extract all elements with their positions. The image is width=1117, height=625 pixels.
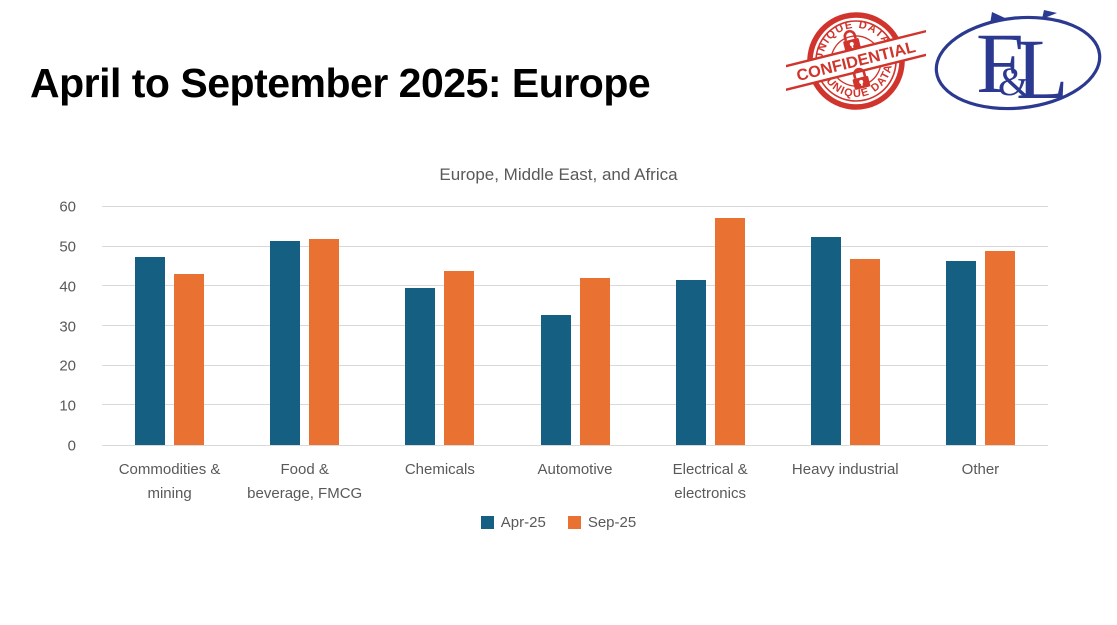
y-tick-label: 0 [67,437,76,455]
legend-swatch [567,516,581,529]
legend-swatch [480,516,494,529]
bar-Sep-25-1 [174,274,205,445]
legend-item-Apr-25: Apr-25 [480,514,546,531]
y-tick-label: 50 [59,238,76,256]
bar-Apr-25-1 [135,256,166,445]
gridline [102,285,1048,287]
gridline [102,404,1048,406]
y-tick-label: 10 [59,397,76,415]
logo-ellipse-swoosh [934,10,1102,111]
logo-arrowhead-right [1042,10,1057,19]
confidential-stamp: UNIQUE DATA UNIQUE DATA CONFIDENTIAL [786,10,926,110]
legend-label: Apr-25 [500,514,546,531]
bar-chart: Europe, Middle East, and Africa 0 10 20 30 4… [0,160,1117,580]
chart-title: Europe, Middle East, and Africa [439,165,678,184]
x-category-label: Chemicals [404,461,475,478]
y-tick-label: 30 [59,318,76,335]
company-logo: F & L [934,10,1102,116]
padlock-icon-bottom [852,67,871,90]
bar-Apr-25-3 [405,288,436,445]
logo-arrowhead-left [990,12,1005,24]
bar-Apr-25-2 [270,241,301,445]
x-axis: Commodities & mining Food & beverage, FMC… [102,458,1048,510]
logo-letter-l: L [1016,21,1069,116]
page-title: April to September 2025: Europe [30,60,651,106]
logo-ampersand: & [998,59,1029,104]
plot-area [102,206,1048,446]
bar-Apr-25-5 [675,279,706,445]
bar-Sep-25-5 [714,217,745,445]
x-category-label: Commodities & mining [118,461,221,502]
x-category-label: Automotive [537,461,613,478]
bar-Apr-25-6 [810,236,841,445]
gridline [102,245,1048,247]
x-category-label: Other [961,461,1000,478]
legend-item-Sep-25: Sep-25 [567,514,637,531]
bar-Sep-25-3 [444,271,475,445]
bar-Apr-25-4 [540,315,571,445]
bar-Sep-25-6 [849,258,880,445]
y-tick-label: 40 [59,278,76,296]
gridline [102,206,1048,207]
bar-Sep-25-7 [984,250,1015,445]
x-category-label: Food & beverage, FMCG [247,461,363,502]
y-tick-label: 60 [59,198,76,216]
bar-Sep-25-4 [579,277,610,445]
legend: Apr-25 Sep-25 [0,514,1117,531]
gridline [102,364,1048,366]
logo-letter-f: F [976,15,1024,111]
bar-Sep-25-2 [309,239,340,445]
y-axis: 0 10 20 30 40 50 60 [0,199,92,455]
legend-label: Sep-25 [587,514,637,531]
bar-Apr-25-7 [945,261,976,445]
y-tick-label: 20 [59,357,76,375]
gridline [102,325,1048,326]
x-category-label: Electrical & electronics [672,461,748,502]
x-category-label: Heavy industrial [791,461,899,478]
